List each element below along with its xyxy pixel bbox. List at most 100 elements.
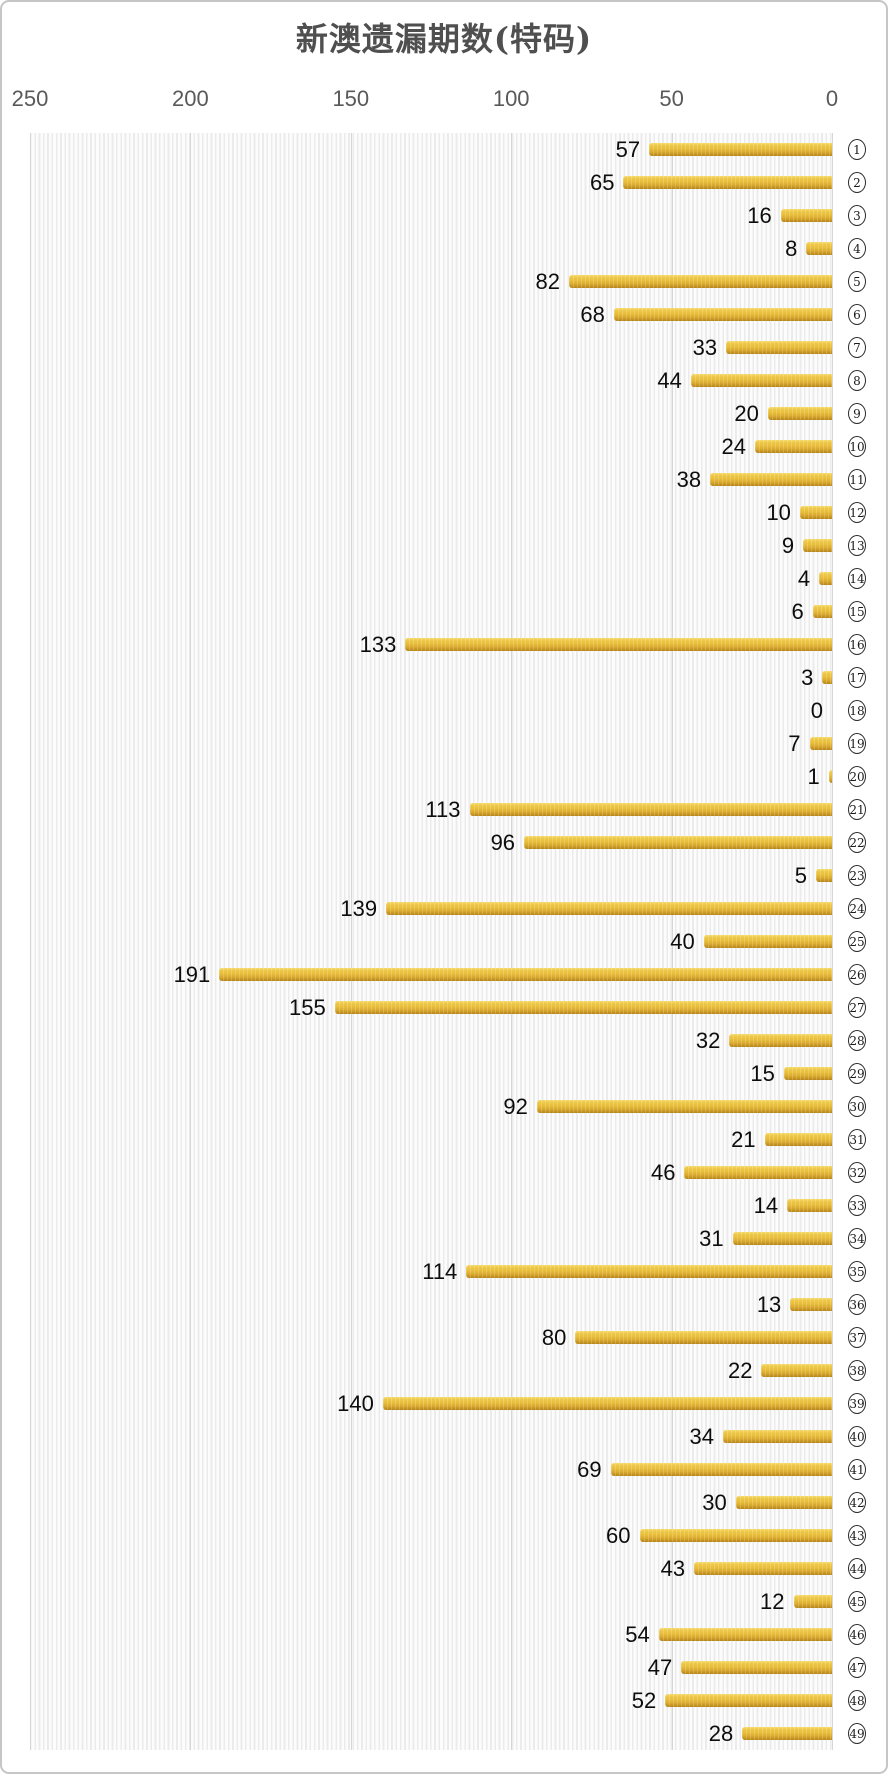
bar-value-label: 12 [760, 1588, 785, 1614]
category-circled-number: 9 [848, 403, 866, 424]
category-number: 12 [849, 505, 865, 520]
category-circled-number: 27 [848, 997, 866, 1018]
bar-value-label: 20 [734, 400, 759, 426]
category-number: 41 [849, 1462, 865, 1477]
bar-value-label: 24 [721, 433, 747, 459]
bar-value-label: 96 [490, 829, 516, 855]
bar-value-label: 113 [425, 796, 461, 822]
category-circled-number: 17 [848, 667, 866, 688]
category-number: 21 [849, 802, 865, 817]
category-circled-number: 49 [848, 1723, 866, 1744]
category-circled-number: 7 [848, 337, 866, 358]
x-axis-tick-label: 0 [825, 86, 839, 111]
bar [732, 1232, 832, 1245]
bar-value-label: 40 [670, 928, 695, 954]
category-number: 4 [853, 241, 861, 256]
category-circled-number: 26 [848, 964, 866, 985]
category-circled-number: 14 [848, 568, 866, 589]
category-number: 11 [849, 472, 865, 487]
category-number: 44 [849, 1561, 865, 1576]
category-circled-number: 47 [848, 1657, 866, 1678]
bar [610, 1463, 832, 1476]
bar-value-label: 57 [615, 136, 641, 162]
bar [382, 1397, 832, 1410]
category-number: 13 [849, 538, 865, 553]
category-circled-number: 16 [848, 634, 866, 655]
category-number: 37 [849, 1330, 865, 1345]
bar [799, 506, 832, 519]
bar [386, 902, 832, 915]
category-number: 17 [849, 670, 865, 685]
category-number: 5 [853, 274, 861, 289]
category-number: 20 [849, 769, 865, 784]
bar [613, 308, 832, 321]
x-axis-tick-label: 100 [492, 86, 530, 111]
category-circled-number: 36 [848, 1294, 866, 1315]
category-number: 39 [849, 1396, 865, 1411]
category-circled-number: 30 [848, 1096, 866, 1117]
x-axis-tick-label: 200 [172, 86, 209, 111]
category-circled-number: 44 [848, 1558, 866, 1579]
x-axis-tick-label: 250 [11, 86, 49, 111]
bar [822, 671, 832, 684]
bar [742, 1727, 832, 1740]
category-circled-number: 2 [848, 172, 866, 193]
bar [405, 638, 832, 651]
category-number: 34 [849, 1231, 865, 1246]
category-number: 27 [849, 1000, 865, 1015]
bar [703, 935, 832, 948]
bar-value-label: 32 [695, 1027, 721, 1053]
bar-value-label: 68 [580, 301, 605, 327]
bar-value-label: 22 [727, 1357, 753, 1383]
category-circled-number: 37 [848, 1327, 866, 1348]
category-number: 1 [853, 142, 861, 157]
bar-value-label: 114 [422, 1258, 458, 1284]
bar-value-label: 10 [766, 499, 791, 525]
category-number: 14 [849, 571, 865, 586]
bar-value-label: 7 [788, 730, 801, 756]
bar [665, 1694, 832, 1707]
category-circled-number: 12 [848, 502, 866, 523]
bar [735, 1496, 832, 1509]
category-circled-number: 20 [848, 766, 866, 787]
bar [681, 1661, 832, 1674]
category-number: 9 [853, 406, 861, 421]
category-circled-number: 43 [848, 1525, 866, 1546]
bar-value-label: 31 [699, 1225, 724, 1251]
bar [729, 1034, 832, 1047]
category-circled-number: 15 [848, 601, 866, 622]
bar [790, 1298, 832, 1311]
bar [568, 275, 832, 288]
category-circled-number: 45 [848, 1591, 866, 1612]
category-circled-number: 13 [848, 535, 866, 556]
bar-value-label: 15 [750, 1060, 775, 1086]
bar [722, 1430, 832, 1443]
bar [658, 1628, 832, 1641]
bar-value-label: 33 [692, 334, 718, 360]
bar [623, 176, 832, 189]
category-number: 8 [853, 373, 861, 388]
category-circled-number: 34 [848, 1228, 866, 1249]
category-number: 33 [849, 1198, 865, 1213]
bar [466, 1265, 832, 1278]
x-axis-tick-label: 50 [659, 86, 684, 111]
bar [524, 836, 832, 849]
gridline [671, 133, 673, 1750]
category-number: 28 [849, 1033, 865, 1048]
category-circled-number: 42 [848, 1492, 866, 1513]
bar-value-label: 65 [590, 169, 615, 195]
category-circled-number: 41 [848, 1459, 866, 1480]
category-circled-number: 31 [848, 1129, 866, 1150]
category-circled-number: 25 [848, 931, 866, 952]
category-circled-number: 39 [848, 1393, 866, 1414]
plot-area: 57 65 16 8 82 68 33 44 20 24 38 10 9 4 6 133 3 0 7 1 113 96 5 1… [30, 133, 833, 1750]
category-number: 2 [853, 175, 861, 190]
category-circled-number: 48 [848, 1690, 866, 1711]
bar-value-label: 140 [337, 1390, 374, 1416]
category-circled-number: 29 [848, 1063, 866, 1084]
bar-value-label: 14 [753, 1192, 779, 1218]
bar-value-label: 16 [747, 202, 772, 228]
bar-value-label: 28 [708, 1720, 734, 1746]
category-circled-number: 5 [848, 271, 866, 292]
bar-value-label: 47 [647, 1654, 673, 1680]
